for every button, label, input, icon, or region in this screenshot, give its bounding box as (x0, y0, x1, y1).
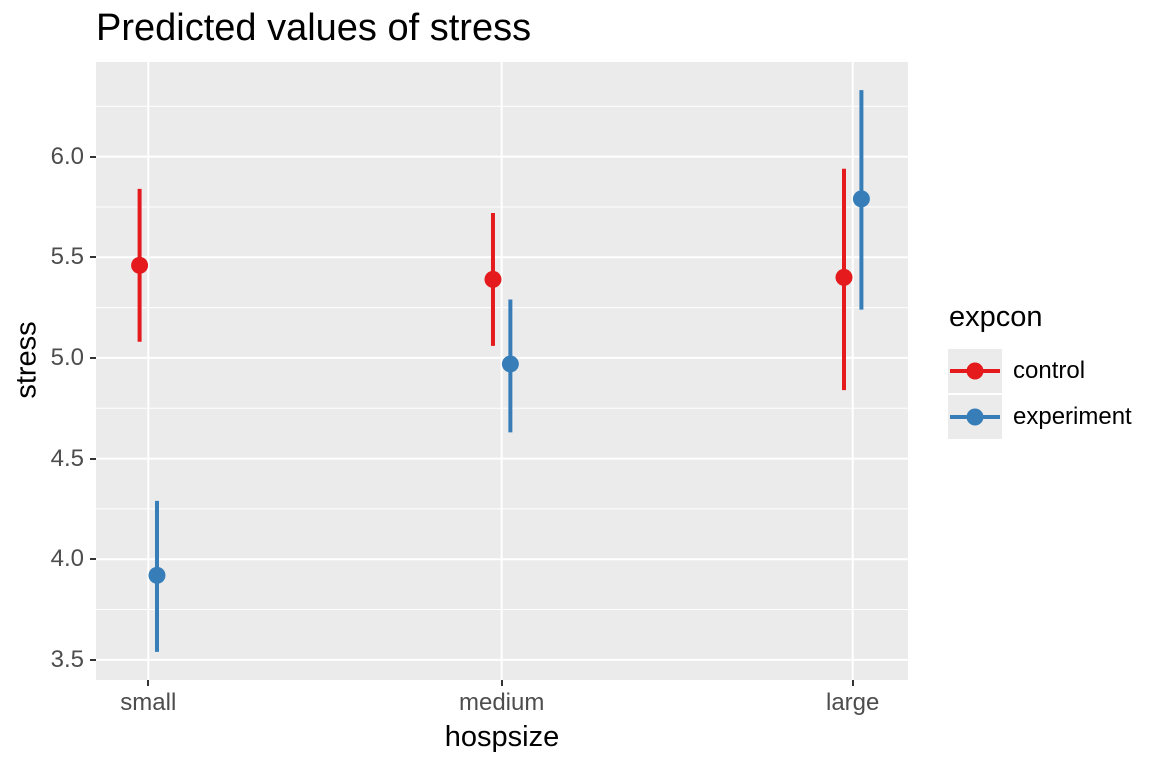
chart-title: Predicted values of stress (96, 7, 532, 49)
legend-key-dot (966, 408, 984, 426)
legend-item-label: control (1013, 357, 1086, 384)
y-tick-mark (90, 155, 96, 158)
point-dot-experiment-large (852, 190, 870, 208)
legend-key-dot (966, 362, 984, 380)
point-dot-control-large (835, 268, 853, 286)
x-tick-mark (500, 680, 503, 686)
point-dot-control-medium (484, 270, 502, 288)
plot-svg (96, 62, 908, 680)
x-tick-mark (147, 680, 150, 686)
legend-items: control experiment (948, 349, 1132, 439)
legend-title: expcon (949, 301, 1043, 333)
y-tick-mark (90, 256, 96, 259)
legend-item-experiment: experiment (948, 395, 1132, 439)
point-dot-experiment-small (148, 566, 166, 584)
y-tick-label: 4.0 (50, 545, 84, 573)
point-dot-experiment-medium (501, 355, 519, 373)
y-tick-label: 4.5 (50, 444, 84, 472)
y-tick-mark (90, 356, 96, 359)
x-tick-label-small: small (120, 689, 177, 716)
legend: expcon control experiment (948, 301, 1132, 439)
y-tick-label: 5.5 (50, 243, 84, 271)
legend-item-label: experiment (1013, 403, 1132, 430)
legend-item-control: control (948, 349, 1132, 393)
legend-key (948, 395, 1002, 439)
x-tick-mark (851, 680, 854, 686)
y-tick-mark (90, 457, 96, 460)
x-tick-label-large: large (826, 689, 880, 716)
point-dot-control-small (131, 256, 149, 274)
plot-panel (96, 62, 908, 680)
y-tick-mark (90, 558, 96, 561)
x-axis-title: hospsize (444, 721, 560, 753)
y-tick-label: 5.0 (50, 343, 84, 371)
y-tick-mark (90, 658, 96, 661)
y-tick-label: 6.0 (50, 142, 84, 170)
x-tick-label-medium: medium (458, 689, 545, 716)
legend-key (948, 349, 1002, 393)
y-tick-label: 3.5 (50, 645, 84, 673)
y-axis-title: stress (10, 321, 43, 399)
